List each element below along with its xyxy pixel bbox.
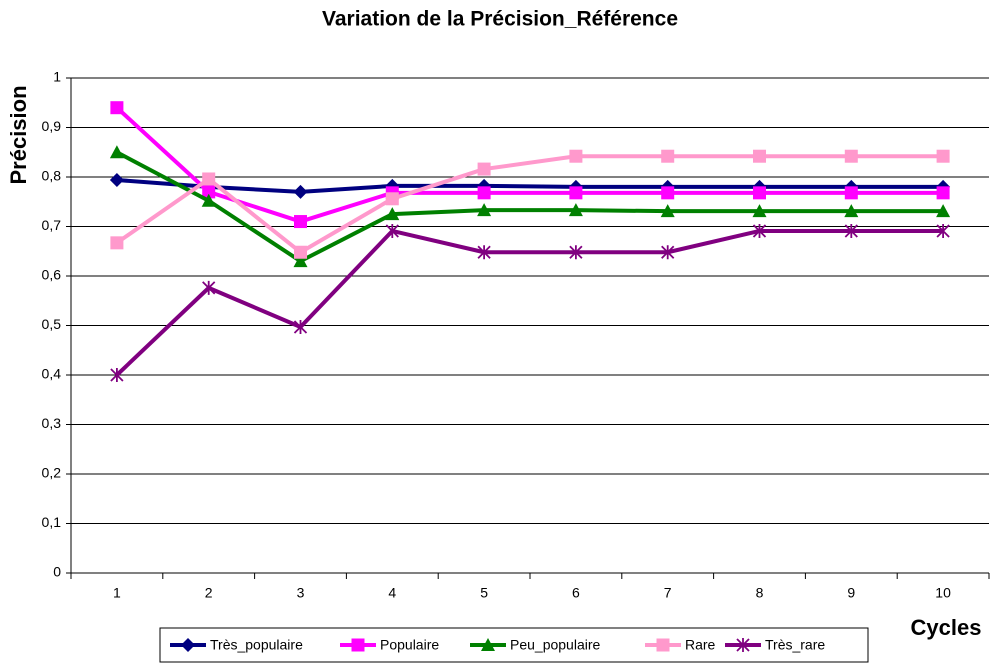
marker [844,149,858,163]
y-tick-label: 0,5 [42,316,62,332]
y-tick-label: 0,2 [42,465,62,481]
marker [936,204,951,218]
x-tick-label: 6 [572,585,580,601]
marker [293,184,308,199]
x-tick-label: 9 [847,585,855,601]
marker [351,638,365,652]
marker [656,638,670,652]
marker [181,638,195,652]
marker [110,236,124,250]
y-axis-title: Précision [6,85,31,184]
y-tick-label: 0,7 [42,217,62,233]
legend-label: Très_populaire [210,637,303,653]
marker [753,149,766,163]
y-tick-label: 0,6 [42,267,62,283]
marker [294,245,307,259]
marker [660,204,675,218]
x-tick-label: 8 [756,585,764,601]
marker [844,186,858,200]
series-line [115,106,944,224]
marker [385,223,399,238]
series-line [115,154,944,255]
marker [753,186,766,200]
marker [844,204,859,218]
y-tick-label: 0,4 [42,366,62,382]
y-tick-label: 0,9 [42,118,62,134]
marker [202,172,216,186]
marker [736,638,750,652]
marker [202,280,216,295]
marker [294,215,307,229]
marker [936,223,950,238]
x-tick-label: 10 [935,585,951,601]
x-axis-title: Cycles [911,615,982,640]
x-tick-label: 4 [388,585,396,601]
marker [202,185,216,199]
marker [752,204,767,218]
y-tick-label: 1 [53,69,61,85]
marker [661,149,675,163]
marker [844,223,858,238]
series-line [116,177,944,194]
marker [661,245,675,260]
marker [477,186,491,200]
y-tick-label: 0,1 [42,514,62,530]
y-tick-label: 0,3 [42,415,62,431]
marker [109,145,124,159]
series-line [115,150,944,264]
marker [481,638,495,651]
marker [110,101,124,115]
marker [477,203,492,217]
legend-label: Peu_populaire [510,637,601,653]
marker [110,368,124,382]
marker [752,223,767,238]
legend-label: Rare [685,637,716,653]
marker [936,186,950,200]
x-tick-label: 7 [664,585,672,601]
marker [661,186,675,200]
marker [569,245,583,260]
y-tick-label: 0 [53,564,61,580]
marker [293,254,308,268]
marker [568,203,583,217]
marker [109,172,124,187]
y-tick-label: 0,8 [42,168,62,184]
marker [385,192,399,206]
chart-title: Variation de la Précision_Référence [322,8,678,31]
marker [477,245,491,260]
legend-label: Très_rare [765,637,825,653]
marker [569,186,583,200]
legend-label: Populaire [380,637,439,653]
marker [293,319,308,334]
x-tick-label: 3 [297,585,305,601]
x-tick-label: 1 [113,585,121,601]
marker [569,149,583,163]
marker [477,162,491,176]
series-line [115,228,944,377]
x-tick-label: 2 [205,585,213,601]
marker [385,207,400,221]
x-tick-label: 5 [480,585,488,601]
marker [201,193,216,207]
marker [936,149,950,163]
